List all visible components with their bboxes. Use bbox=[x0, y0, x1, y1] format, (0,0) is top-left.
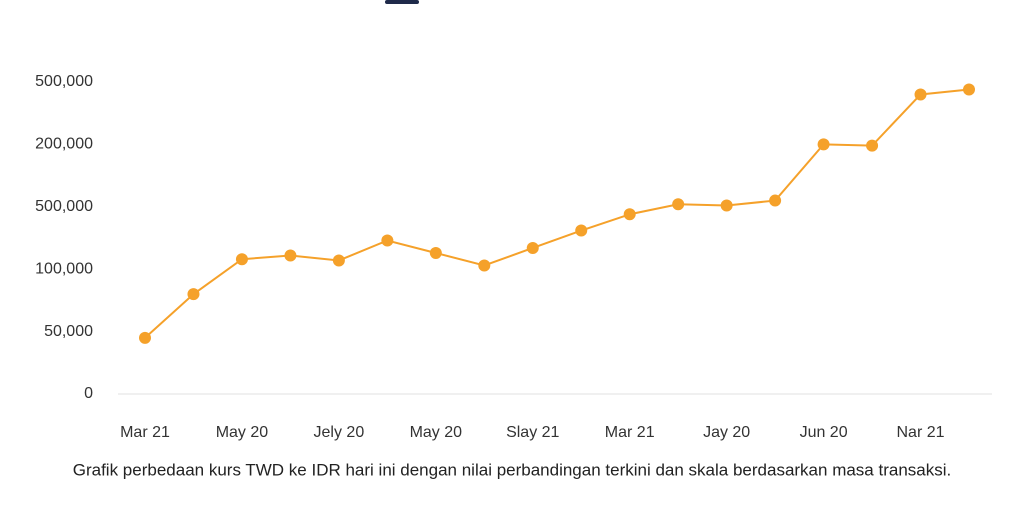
data-point bbox=[187, 288, 200, 301]
data-point bbox=[623, 208, 636, 221]
data-point bbox=[284, 249, 297, 262]
x-tick-label: Nar 21 bbox=[897, 424, 945, 441]
data-point bbox=[235, 253, 248, 266]
x-tick-label: Jay 20 bbox=[703, 424, 750, 441]
y-tick-label: 500,000 bbox=[35, 73, 93, 90]
y-tick-label: 500,000 bbox=[35, 198, 93, 215]
data-point bbox=[720, 199, 733, 212]
top-decoration bbox=[385, 0, 419, 4]
y-tick-label: 0 bbox=[84, 385, 93, 402]
x-tick-label: Mar 21 bbox=[605, 424, 655, 441]
data-point bbox=[963, 83, 975, 96]
data-point bbox=[914, 88, 927, 101]
data-point bbox=[526, 241, 539, 254]
x-tick-label: Mar 21 bbox=[120, 424, 170, 441]
x-tick-label: Jely 20 bbox=[314, 424, 365, 441]
data-point bbox=[381, 234, 394, 247]
data-point bbox=[817, 138, 830, 151]
data-point bbox=[429, 246, 442, 259]
y-tick-label: 100,000 bbox=[35, 260, 93, 277]
chart-caption: Grafik perbedaan kurs TWD ke IDR hari in… bbox=[73, 460, 951, 479]
data-point bbox=[332, 254, 345, 267]
x-tick-label: Jun 20 bbox=[800, 424, 848, 441]
data-point bbox=[478, 259, 491, 272]
x-tick-label: Slay 21 bbox=[506, 424, 559, 441]
data-point bbox=[139, 331, 151, 344]
data-point bbox=[866, 139, 879, 152]
y-tick-label: 200,000 bbox=[35, 136, 93, 153]
y-tick-label: 50,000 bbox=[44, 323, 93, 340]
data-point bbox=[769, 194, 782, 207]
x-tick-label: May 20 bbox=[216, 424, 269, 441]
x-tick-label: May 20 bbox=[410, 424, 463, 441]
series-line bbox=[144, 88, 970, 339]
data-point bbox=[672, 198, 685, 211]
data-point bbox=[575, 224, 588, 237]
